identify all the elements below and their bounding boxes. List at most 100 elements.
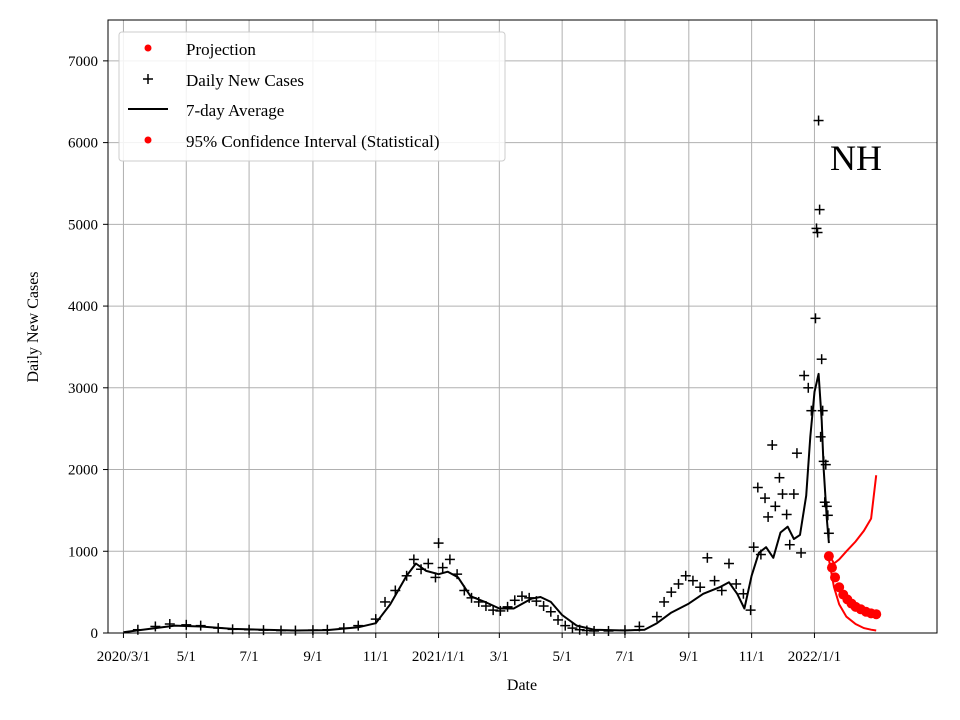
daily-cases-point [353, 620, 364, 631]
x-tick-label: 11/1 [739, 649, 765, 665]
x-tick-label: 7/1 [615, 649, 634, 665]
daily-cases-point [560, 620, 571, 631]
y-tick-label: 1000 [68, 544, 98, 560]
y-tick-label: 7000 [68, 54, 98, 70]
daily-cases-point [788, 489, 799, 500]
daily-cases-point [817, 405, 828, 416]
daily-cases-point [791, 448, 802, 459]
daily-cases-point [516, 591, 527, 602]
chart-marks [123, 115, 882, 636]
x-tick-label: 2022/1/1 [788, 649, 841, 665]
daily-cases-point [437, 562, 448, 573]
y-tick-label: 0 [91, 626, 99, 642]
daily-cases-point [731, 578, 742, 589]
daily-cases-point [745, 605, 756, 616]
daily-cases-point [213, 623, 224, 634]
daily-cases-point [150, 621, 161, 632]
daily-cases-point [770, 501, 781, 512]
daily-cases-point [823, 528, 834, 539]
daily-cases-point [509, 595, 520, 606]
daily-cases-point [763, 511, 774, 522]
legend-confidence-marker [144, 136, 152, 144]
daily-cases-point [480, 601, 491, 612]
daily-cases-point [444, 554, 455, 565]
daily-cases-point [307, 625, 318, 636]
daily-cases-point [603, 625, 614, 636]
daily-cases-point [816, 354, 827, 365]
y-axis-ticks: 0 1000 2000 3000 4000 5000 6000 7000 [68, 54, 108, 642]
x-tick-label: 11/1 [363, 649, 389, 665]
daily-cases-point [164, 619, 175, 630]
daily-cases-point [803, 382, 814, 393]
daily-cases-point [195, 620, 206, 631]
daily-cases-point [815, 431, 826, 442]
daily-cases-point [716, 585, 727, 596]
daily-cases-point [767, 440, 778, 451]
projection-point [830, 572, 841, 583]
y-tick-label: 4000 [68, 299, 98, 315]
daily-cases-point [338, 623, 349, 634]
legend-daily-cases-label: Daily New Cases [186, 71, 304, 90]
daily-cases-point [799, 370, 810, 381]
daily-cases-point [673, 578, 684, 589]
daily-cases-point [666, 587, 677, 598]
daily-cases-point [822, 510, 833, 521]
daily-cases-point [466, 592, 477, 603]
daily-cases-point [821, 501, 832, 512]
daily-cases-point [774, 472, 785, 483]
daily-cases-point [473, 596, 484, 607]
daily-cases-point [813, 115, 824, 126]
x-tick-label: 7/1 [239, 649, 258, 665]
daily-cases-point [276, 625, 287, 636]
daily-cases-point [619, 625, 630, 636]
daily-cases-point [819, 497, 830, 508]
daily-cases-point [401, 570, 412, 581]
legend-average-label: 7-day Average [186, 101, 284, 120]
y-tick-label: 5000 [68, 217, 98, 233]
legend: Projection Daily New Cases 7-day Average… [118, 31, 506, 162]
daily-cases-point [695, 582, 706, 593]
daily-cases-point [651, 611, 662, 622]
daily-cases-point [416, 564, 427, 575]
annotation-label: NH [830, 138, 882, 178]
daily-cases-point [380, 596, 391, 607]
daily-cases-point [452, 569, 463, 580]
daily-cases-point [752, 482, 763, 493]
daily-cases-point [589, 625, 600, 636]
daily-cases-point [687, 575, 698, 586]
daily-cases-point [430, 572, 441, 583]
daily-cases-point [538, 601, 549, 612]
daily-cases-point [781, 509, 792, 520]
daily-cases-point [755, 549, 766, 560]
y-tick-label: 6000 [68, 136, 98, 152]
daily-cases-point [290, 625, 301, 636]
daily-cases-point [814, 204, 825, 215]
daily-cases-point [760, 493, 771, 504]
projection-point [823, 551, 834, 562]
daily-cases-point [659, 596, 670, 607]
daily-cases-point [408, 554, 419, 565]
x-axis-label: Date [507, 677, 537, 694]
projection-point [871, 609, 882, 620]
y-tick-label: 2000 [68, 463, 98, 479]
daily-cases-point [567, 623, 578, 634]
daily-cases-point [723, 558, 734, 569]
confidence-lower-line [827, 559, 877, 632]
legend-daily-cases-marker [143, 74, 153, 84]
daily-cases-point [488, 605, 499, 616]
daily-cases-point [738, 588, 749, 599]
projection-point [826, 562, 837, 573]
x-tick-label: 5/1 [553, 649, 572, 665]
plot-area-frame [107, 19, 938, 634]
daily-cases-point [820, 459, 831, 470]
x-tick-label: 9/1 [679, 649, 698, 665]
legend-frame [118, 31, 506, 162]
daily-cases-point [258, 625, 269, 636]
legend-projection-marker [144, 44, 152, 52]
x-tick-label: 9/1 [303, 649, 322, 665]
daily-cases-point [370, 614, 381, 625]
confidence-upper-line [828, 475, 878, 566]
daily-cases-point [553, 614, 564, 625]
daily-cases-point [545, 606, 556, 617]
